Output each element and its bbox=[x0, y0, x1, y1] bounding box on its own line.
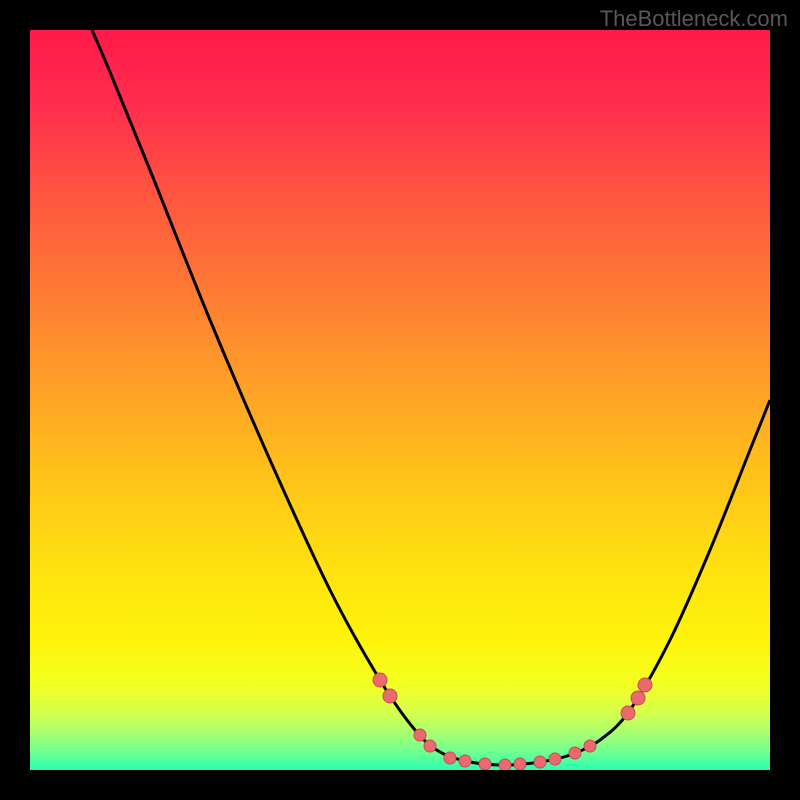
data-marker bbox=[549, 753, 561, 765]
curve-layer bbox=[30, 30, 770, 770]
data-marker bbox=[569, 747, 581, 759]
v-curve bbox=[92, 30, 770, 765]
data-marker bbox=[534, 756, 546, 768]
plot-area bbox=[30, 30, 770, 770]
data-marker bbox=[499, 759, 511, 770]
data-marker bbox=[414, 729, 426, 741]
attribution-text: TheBottleneck.com bbox=[600, 6, 788, 32]
data-marker bbox=[479, 758, 491, 770]
chart-container: TheBottleneck.com bbox=[0, 0, 800, 800]
markers-group bbox=[373, 673, 652, 770]
data-marker bbox=[584, 740, 596, 752]
data-marker bbox=[459, 755, 471, 767]
data-marker bbox=[514, 758, 526, 770]
data-marker bbox=[444, 752, 456, 764]
data-marker bbox=[424, 740, 436, 752]
data-marker bbox=[383, 689, 397, 703]
data-marker bbox=[621, 706, 635, 720]
data-marker bbox=[631, 691, 645, 705]
data-marker bbox=[373, 673, 387, 687]
data-marker bbox=[638, 678, 652, 692]
